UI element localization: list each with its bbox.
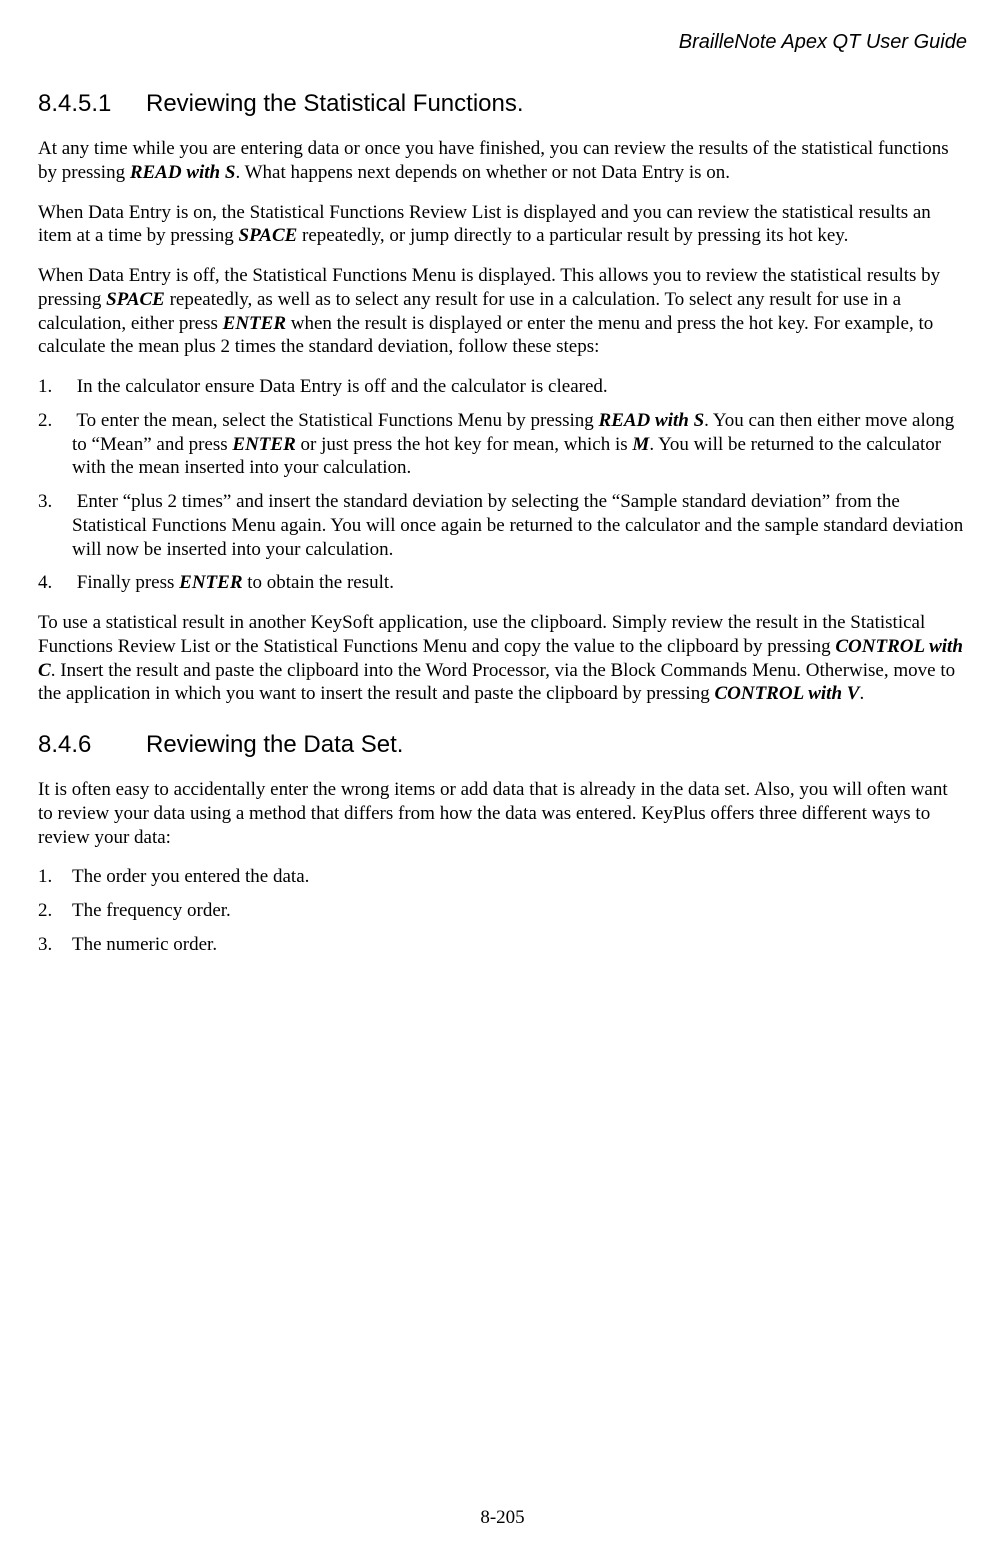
list-item: To enter the mean, select the Statistica… <box>38 409 967 480</box>
section-title: Reviewing the Statistical Functions. <box>146 90 524 117</box>
section-number: 8.4.6 <box>38 730 146 760</box>
section-number: 8.4.5.1 <box>38 89 146 119</box>
body-paragraph: At any time while you are entering data … <box>38 137 967 185</box>
numbered-list: In the calculator ensure Data Entry is o… <box>38 375 967 595</box>
body-paragraph: It is often easy to accidentally enter t… <box>38 778 967 849</box>
key-command: SPACE <box>239 225 298 246</box>
key-command: ENTER <box>232 434 295 455</box>
body-paragraph: When Data Entry is off, the Statistical … <box>38 264 967 359</box>
list-item: Finally press ENTER to obtain the result… <box>38 571 967 595</box>
page-container: BrailleNote Apex QT User Guide 8.4.5.1Re… <box>0 0 1005 1566</box>
body-paragraph: When Data Entry is on, the Statistical F… <box>38 201 967 249</box>
numbered-list: The order you entered the data. The freq… <box>38 865 967 956</box>
key-command: ENTER <box>223 313 286 334</box>
key-command: M <box>632 434 649 455</box>
list-item: Enter “plus 2 times” and insert the stan… <box>38 490 967 561</box>
page-number: 8-205 <box>0 1506 1005 1530</box>
list-item: In the calculator ensure Data Entry is o… <box>38 375 967 399</box>
key-command: ENTER <box>179 572 242 593</box>
key-command: SPACE <box>106 289 165 310</box>
key-command: READ with S <box>599 410 705 431</box>
body-paragraph: To use a statistical result in another K… <box>38 611 967 706</box>
list-item: The frequency order. <box>38 899 967 923</box>
document-header: BrailleNote Apex QT User Guide <box>38 30 967 55</box>
key-command: READ with S <box>130 162 236 183</box>
section-heading-8-4-5-1: 8.4.5.1Reviewing the Statistical Functio… <box>38 89 967 119</box>
list-item: The order you entered the data. <box>38 865 967 889</box>
section-heading-8-4-6: 8.4.6Reviewing the Data Set. <box>38 730 967 760</box>
key-command: CONTROL with V <box>714 683 859 704</box>
list-item: The numeric order. <box>38 933 967 957</box>
section-title: Reviewing the Data Set. <box>146 731 403 758</box>
